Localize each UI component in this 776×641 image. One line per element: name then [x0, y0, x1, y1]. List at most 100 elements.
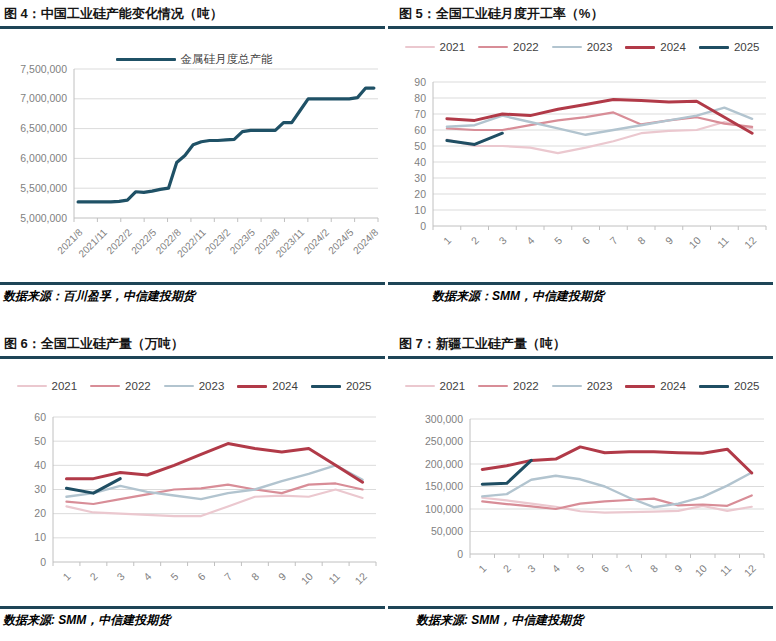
y-tick-label: 5,000,000 [20, 212, 67, 224]
x-tick-label: 10 [298, 570, 315, 587]
y-tick-label: 0 [420, 220, 426, 232]
y-tick-label: 200,000 [425, 458, 463, 470]
y-tick-label: 50,000 [431, 525, 463, 537]
y-tick-label: 5,500,000 [20, 182, 67, 194]
y-tick-label: 10 [414, 204, 426, 216]
x-tick-label: 12 [741, 562, 758, 579]
x-tick-label: 6 [599, 562, 612, 575]
x-tick-label: 1 [476, 562, 489, 575]
y-tick-label: 6,000,000 [20, 152, 67, 164]
fig7-title-rule [388, 356, 773, 359]
fig4-title-rule [0, 26, 385, 29]
y-tick-label: 7,000,000 [20, 92, 67, 104]
panel-fig4: 图 4：中国工业硅产能变化情况（吨） 金属硅月度总产能 5,000,0005,5… [0, 0, 388, 330]
y-tick-label: 50 [34, 435, 46, 447]
x-tick-label: 12 [742, 234, 759, 251]
fig6-title: 图 6：全国工业硅产量（万吨） [4, 335, 184, 353]
x-tick-label: 12 [352, 570, 369, 587]
fig7-chart-svg: 0 50,000 100,000 150,000 200,000 250,000 300,0… [388, 361, 776, 604]
fig7-chart: 20212022202320242025 050,000100,000150,0… [388, 361, 776, 604]
x-tick-label: 4 [141, 570, 154, 583]
x-tick-label: 9 [672, 562, 685, 575]
x-tick-label: 2023/5 [228, 226, 258, 256]
y-tick-label: 20 [34, 507, 46, 519]
x-tick-label: 8 [648, 562, 661, 575]
x-tick-label: 11 [717, 562, 733, 578]
x-tick-label: 2022/2 [104, 226, 134, 256]
x-tick-label: 2024/8 [351, 226, 381, 256]
x-tick-label: 7 [607, 234, 620, 247]
fig6-source: 数据来源: SMM，中信建投期货 [3, 612, 170, 629]
fig4-chart-svg: 5,000,000 5,500,000 6,000,000 6,500,000 7,00… [0, 31, 388, 281]
y-tick-label: 70 [414, 108, 426, 120]
series-line-2025 [447, 133, 503, 144]
x-tick-label: 5 [574, 562, 587, 575]
y-tick-label: 150,000 [425, 480, 463, 492]
y-tick-label: 0 [457, 548, 463, 560]
y-tick-label: 30 [34, 483, 46, 495]
y-tick-label: 300,000 [425, 413, 463, 425]
x-tick-label: 9 [276, 570, 289, 583]
y-tick-label: 250,000 [425, 435, 463, 447]
x-tick-label: 1 [441, 234, 454, 247]
x-tick-label: 2022/5 [129, 226, 159, 256]
fig5-chart-svg: 0102030405060708090123456789101112 [388, 31, 776, 281]
x-tick-label: 8 [249, 570, 262, 583]
y-tick-label: 7,500,000 [20, 63, 67, 75]
x-tick-label: 5 [552, 234, 565, 247]
panel-fig5: 图 5：全国工业硅月度开工率（%） 20212022202320242025 0… [388, 0, 776, 330]
fig6-source-rule [0, 606, 385, 609]
x-tick-label: 8 [635, 234, 648, 247]
x-tick-label: 6 [579, 234, 592, 247]
fig7-title: 图 7：新疆工业硅产量（吨） [399, 335, 566, 353]
fig4-chart: 金属硅月度总产能 5,000,0005,500,0006,000,0006,50… [0, 31, 388, 281]
x-tick-label: 7 [623, 562, 636, 575]
x-tick-label: 2023/2 [203, 226, 233, 256]
x-tick-label: 10 [692, 562, 709, 579]
panel-fig6: 图 6：全国工业硅产量（万吨） 20212022202320242025 010… [0, 330, 388, 641]
y-tick-label: 40 [34, 459, 46, 471]
x-tick-label: 11 [715, 234, 731, 250]
x-tick-label: 9 [663, 234, 676, 247]
series-line-金属硅月度总产能 [78, 88, 374, 202]
x-tick-label: 7 [222, 570, 235, 583]
series-line-2024 [66, 444, 362, 483]
fig5-source: 数据来源：SMM，中信建投期货 [432, 288, 604, 305]
y-tick-label: 30 [414, 172, 426, 184]
x-tick-label: 2024/5 [326, 226, 356, 256]
x-tick-label: 3 [496, 234, 509, 247]
fig5-title-rule [388, 26, 773, 29]
x-tick-label: 3 [525, 562, 538, 575]
y-tick-label: 10 [34, 531, 46, 543]
x-tick-label: 4 [524, 234, 537, 247]
x-tick-label: 2024/2 [302, 226, 332, 256]
y-tick-label: 40 [414, 156, 426, 168]
y-tick-label: 90 [414, 76, 426, 88]
x-tick-label: 11 [326, 570, 342, 586]
y-tick-label: 100,000 [425, 503, 463, 515]
fig7-source: 数据来源: SMM，中信建投期货 [416, 612, 583, 629]
y-tick-label: 6,500,000 [20, 122, 67, 134]
x-tick-label: 3 [114, 570, 127, 583]
fig6-title-rule [0, 356, 385, 359]
fig4-title: 图 4：中国工业硅产能变化情况（吨） [4, 5, 223, 23]
fig5-title: 图 5：全国工业硅月度开工率（%） [399, 5, 603, 23]
y-tick-label: 60 [414, 124, 426, 136]
fig5-source-rule [388, 282, 773, 285]
x-tick-label: 1 [60, 570, 73, 583]
x-tick-label: 2 [87, 570, 100, 583]
x-tick-label: 2 [468, 234, 481, 247]
y-tick-label: 0 [40, 556, 46, 568]
fig4-source-rule [0, 282, 385, 285]
fig4-source: 数据来源：百川盈孚，中信建投期货 [3, 288, 195, 305]
series-line-2021 [66, 490, 362, 517]
report-figure-grid: 图 4：中国工业硅产能变化情况（吨） 金属硅月度总产能 5,000,0005,5… [0, 0, 776, 641]
y-tick-label: 50 [414, 140, 426, 152]
fig6-chart: 20212022202320242025 0102030405060123456… [0, 361, 388, 604]
y-tick-label: 80 [414, 92, 426, 104]
y-tick-label: 60 [34, 411, 46, 423]
x-tick-label: 2 [501, 562, 514, 575]
fig5-chart: 20212022202320242025 0102030405060708090… [388, 31, 776, 281]
series-line-2025 [66, 479, 120, 494]
x-tick-label: 6 [195, 570, 208, 583]
